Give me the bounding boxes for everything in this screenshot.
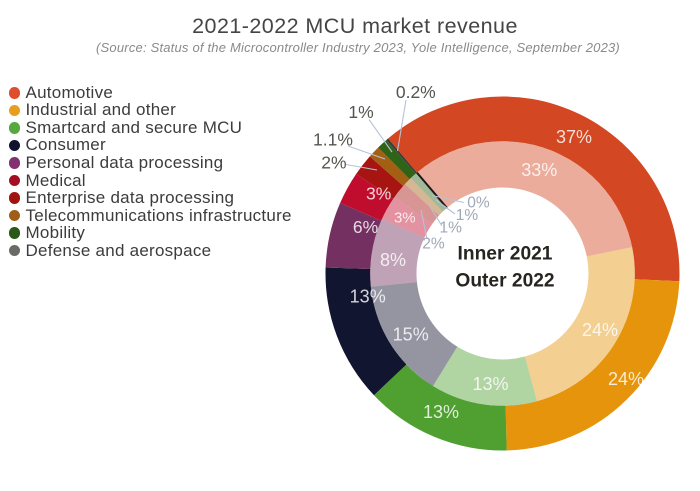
svg-text:0%: 0% <box>467 194 490 211</box>
svg-text:0.2%: 0.2% <box>396 82 436 102</box>
svg-text:24%: 24% <box>582 320 618 340</box>
svg-text:15%: 15% <box>393 324 429 344</box>
svg-text:3%: 3% <box>394 210 416 227</box>
svg-text:2%: 2% <box>321 152 346 172</box>
svg-text:13%: 13% <box>472 374 508 394</box>
svg-text:1%: 1% <box>456 207 479 224</box>
svg-text:1.1%: 1.1% <box>313 130 353 150</box>
svg-text:2%: 2% <box>422 236 445 253</box>
svg-text:3%: 3% <box>366 184 391 204</box>
svg-text:33%: 33% <box>521 160 557 180</box>
svg-text:13%: 13% <box>423 402 459 422</box>
svg-text:24%: 24% <box>608 369 644 389</box>
svg-text:1%: 1% <box>348 102 373 122</box>
svg-text:Inner 2021: Inner 2021 <box>458 244 553 265</box>
svg-text:Outer 2022: Outer 2022 <box>455 271 554 292</box>
svg-text:13%: 13% <box>350 287 386 307</box>
svg-text:6%: 6% <box>353 217 378 237</box>
svg-text:8%: 8% <box>380 250 406 270</box>
svg-text:37%: 37% <box>556 127 592 147</box>
svg-text:1%: 1% <box>439 219 462 236</box>
